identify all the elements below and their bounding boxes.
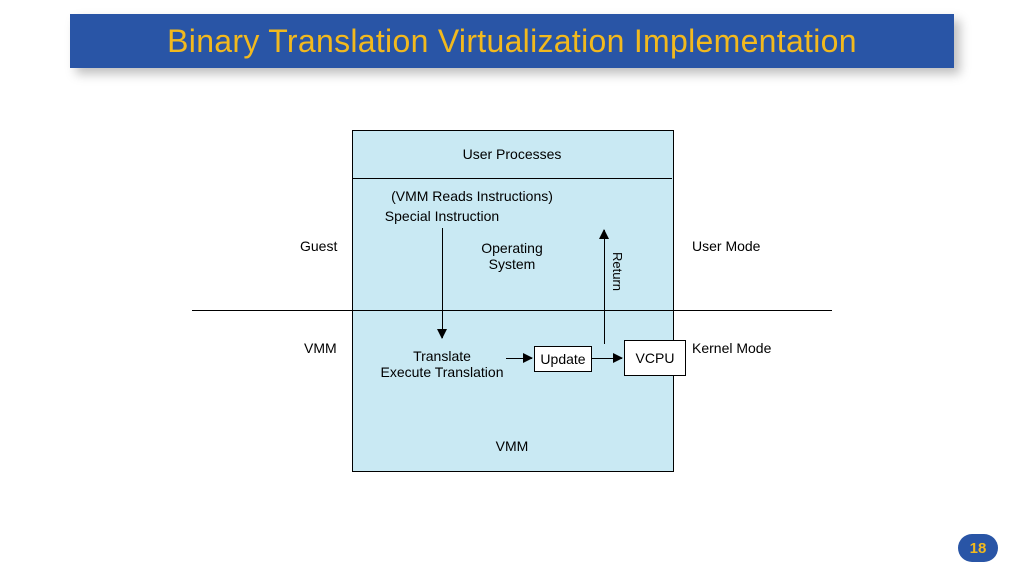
vmm-reads-label: (VMM Reads Instructions) <box>391 188 553 204</box>
kernel-mode-label: Kernel Mode <box>692 340 771 356</box>
translate-label: Translate <box>413 348 471 364</box>
arrow-to-vcpu <box>592 358 622 359</box>
slide-title: Binary Translation Virtualization Implem… <box>167 23 857 60</box>
special-instruction-label: Special Instruction <box>385 208 499 224</box>
return-label: Return <box>610 252 625 291</box>
main-box <box>352 130 674 472</box>
diagram: User Processes (VMM Reads Instructions) … <box>152 130 872 510</box>
execute-translation-label: Execute Translation <box>381 364 504 380</box>
slide-title-bar: Binary Translation Virtualization Implem… <box>70 14 954 68</box>
user-processes-label: User Processes <box>463 146 562 162</box>
arrow-return <box>604 230 605 344</box>
vcpu-box: VCPU <box>624 340 686 376</box>
system-label: System <box>489 256 536 272</box>
update-box: Update <box>534 346 592 372</box>
operating-label: Operating <box>481 240 542 256</box>
vmm-left-label: VMM <box>304 340 337 356</box>
arrow-to-update <box>506 358 532 359</box>
vcpu-label: VCPU <box>636 350 675 366</box>
vmm-bottom-label: VMM <box>496 438 529 454</box>
arrow-down <box>442 228 443 338</box>
page-number: 18 <box>970 540 987 557</box>
guest-label: Guest <box>300 238 337 254</box>
page-number-badge: 18 <box>958 534 998 562</box>
mode-divider-line <box>192 310 832 311</box>
update-label: Update <box>540 351 585 367</box>
user-processes-region: User Processes <box>352 130 672 179</box>
user-mode-label: User Mode <box>692 238 760 254</box>
